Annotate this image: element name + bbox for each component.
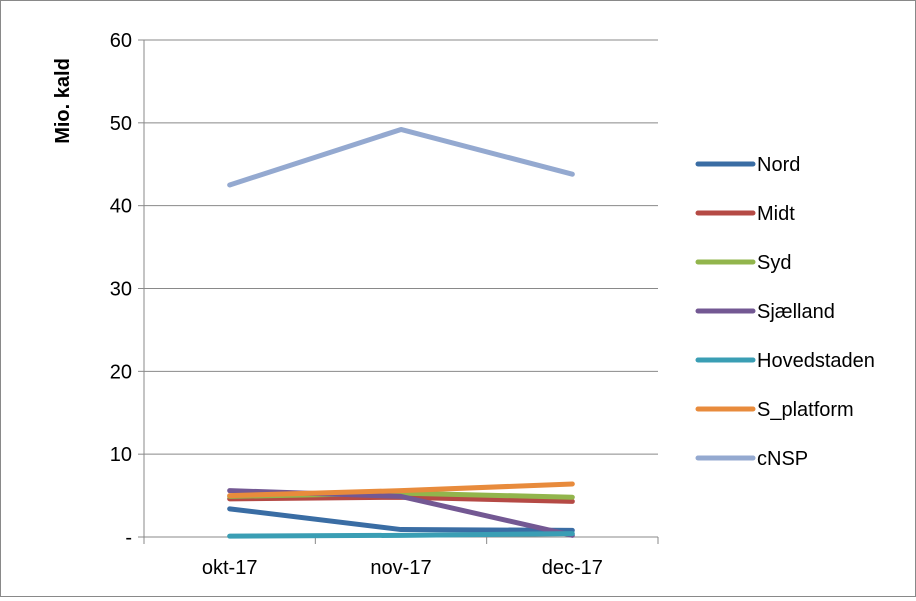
y-tick-label: 10 (110, 444, 132, 466)
x-tick-label-nov-17: nov-17 (370, 557, 431, 579)
y-tick-label: 20 (110, 361, 132, 383)
series-line-hovedstaden (227, 531, 575, 539)
legend-label-sj-lland: Sjælland (757, 301, 835, 323)
legend-label-nord: Nord (757, 154, 800, 176)
series-line-nord (227, 506, 575, 533)
legend-label-cnsp: cNSP (757, 448, 808, 470)
series-line-s-platform (227, 481, 575, 499)
legend-label-s-platform: S_platform (757, 399, 854, 421)
y-tick-label: 40 (110, 196, 132, 218)
legend-label-hovedstaden: Hovedstaden (757, 350, 875, 372)
y-tick-label: 30 (110, 279, 132, 301)
legend: Nord Midt Syd Sjælland Hovedstaden S_platform… (695, 154, 875, 470)
x-tick-label-okt-17: okt-17 (202, 557, 258, 579)
y-tick-label: - (125, 527, 132, 549)
series-line-cnsp (227, 126, 575, 188)
y-axis-title: Mio. kald (52, 58, 74, 144)
legend-label-midt: Midt (757, 203, 795, 225)
x-tick-label-dec-17: dec-17 (542, 557, 603, 579)
legend-label-syd: Syd (757, 252, 791, 274)
y-tick-label: 50 (110, 113, 132, 135)
gridlines (144, 39, 658, 455)
y-tick-label: 60 (110, 30, 132, 52)
series-lines (227, 126, 575, 539)
